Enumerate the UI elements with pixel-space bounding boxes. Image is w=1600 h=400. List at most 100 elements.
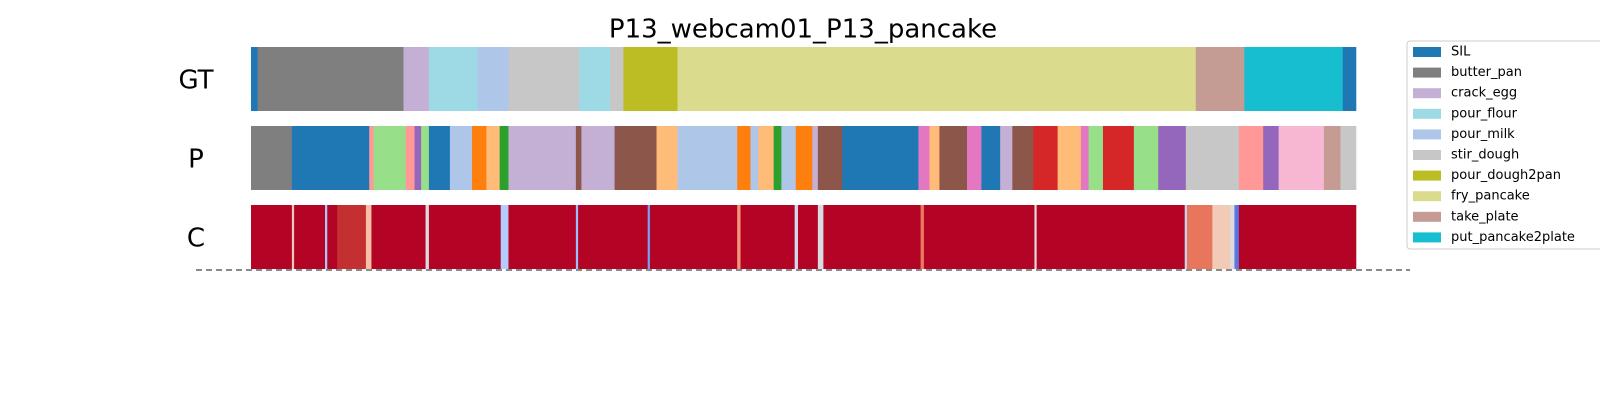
segment [1186, 205, 1213, 269]
legend-swatch [1413, 108, 1441, 119]
legend-label: stir_dough [1451, 148, 1519, 163]
segment [929, 126, 940, 190]
segment [508, 47, 580, 111]
segment [291, 205, 295, 269]
segment [1102, 126, 1135, 190]
segment [1034, 205, 1037, 269]
segment [656, 126, 678, 190]
segment [920, 205, 925, 269]
segment [923, 205, 1035, 269]
segment [1057, 126, 1082, 190]
row-label: P [188, 145, 204, 175]
segment [737, 205, 741, 269]
segment [817, 205, 824, 269]
segment [257, 47, 404, 111]
segment [797, 205, 819, 269]
segment [251, 205, 293, 269]
legend-label: butter_pan [1451, 65, 1522, 80]
segment [337, 205, 367, 269]
segment [1263, 126, 1279, 190]
row-label: C [187, 224, 205, 254]
segment [421, 126, 430, 190]
segment [918, 126, 930, 190]
segment [740, 205, 795, 269]
legend-swatch [1413, 232, 1441, 243]
segment [737, 126, 751, 190]
segment [647, 205, 651, 269]
segment [477, 47, 509, 111]
segment [371, 205, 426, 269]
legend-swatch [1413, 47, 1441, 57]
segment [428, 47, 478, 111]
segment [967, 126, 982, 190]
segment [1238, 205, 1357, 269]
segment [500, 205, 509, 269]
segment [425, 205, 430, 269]
segment [1033, 126, 1058, 190]
legend-label: pour_dough2pan [1451, 168, 1561, 183]
segment [1212, 205, 1231, 269]
segment [403, 47, 430, 111]
segment [581, 126, 615, 190]
segment [251, 126, 293, 190]
segment [781, 126, 797, 190]
legend-swatch [1413, 150, 1441, 160]
legend-label: crack_egg [1451, 86, 1517, 101]
segment [623, 47, 678, 111]
segment [1278, 126, 1325, 190]
segment [1158, 126, 1187, 190]
segment [677, 126, 738, 190]
segment [369, 126, 374, 190]
row-label: GT [178, 66, 213, 96]
legend-swatch [1413, 211, 1441, 222]
legend-label: put_pancake2plate [1451, 230, 1575, 245]
segment [1000, 126, 1013, 190]
segment [291, 126, 370, 190]
legend-label: pour_milk [1451, 127, 1515, 142]
legend-label: take_plate [1451, 209, 1519, 224]
segment [1012, 126, 1034, 190]
segment [508, 205, 577, 269]
segment [1185, 126, 1240, 190]
segment [750, 126, 759, 190]
segment [414, 126, 422, 190]
segment [1238, 126, 1264, 190]
segment [1234, 205, 1240, 269]
segment [981, 126, 1001, 190]
segment [449, 126, 473, 190]
legend-swatch [1413, 88, 1441, 99]
segment [842, 126, 919, 190]
segment [1230, 205, 1235, 269]
legend-swatch [1413, 191, 1441, 202]
segment [1088, 126, 1104, 190]
segment [1244, 47, 1344, 111]
segment [575, 126, 582, 190]
segment [614, 126, 657, 190]
segment [610, 47, 624, 111]
segment [823, 205, 921, 269]
segment [325, 205, 328, 269]
segment [579, 47, 611, 111]
segment [251, 47, 258, 111]
segment [294, 205, 326, 269]
segment [486, 126, 500, 190]
segment [1195, 47, 1245, 111]
segment [578, 205, 648, 269]
segment [649, 205, 738, 269]
segment [575, 205, 579, 269]
segment [1133, 126, 1159, 190]
segment [428, 126, 451, 190]
segment [1342, 47, 1357, 111]
legend-frame [1406, 40, 1600, 250]
legend-swatch [1413, 170, 1441, 181]
legend: SIL butter_pan crack_egg pour_flour pour_mil… [1406, 40, 1600, 250]
segment [373, 126, 406, 190]
segment [508, 126, 577, 190]
segment [499, 126, 509, 190]
segment [795, 126, 813, 190]
legend-label: SIL [1451, 45, 1471, 60]
segment [794, 205, 799, 269]
segment [773, 126, 782, 190]
legend-swatch [1413, 67, 1441, 78]
